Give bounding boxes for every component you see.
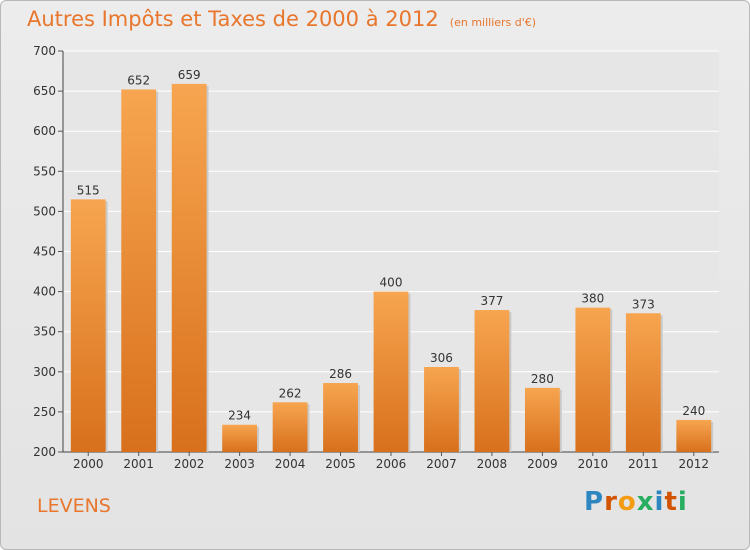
y-tick-label: 550 <box>33 164 56 178</box>
labels: 200 250 300 350 400 450 500 550 600 650 700 515 2000… <box>33 44 709 471</box>
bar-2000 <box>70 199 106 452</box>
y-tick-label: 650 <box>33 84 56 98</box>
logo-letter: o <box>617 487 637 517</box>
bar-2012 <box>676 419 712 452</box>
x-tick-label: 2012 <box>678 457 709 471</box>
bar-2001 <box>121 89 157 452</box>
x-tick-label: 2009 <box>527 457 558 471</box>
x-tick-label: 2004 <box>275 457 306 471</box>
commune-name: LEVENS <box>37 495 111 517</box>
bar-2005 <box>323 383 358 452</box>
y-tick-label: 700 <box>33 44 56 58</box>
y-tick-label: 400 <box>33 285 56 299</box>
subtitle-text: (en milliers d'€) <box>449 16 537 29</box>
data-label: 280 <box>531 372 554 386</box>
y-tick-label: 450 <box>33 245 56 259</box>
data-label: 286 <box>329 367 352 381</box>
x-tick-label: 2007 <box>426 457 457 471</box>
bar-2002 <box>171 83 207 452</box>
x-tick-label: 2002 <box>174 457 205 471</box>
logo-letter: i <box>677 487 688 517</box>
x-tick-label: 2006 <box>376 457 407 471</box>
bars <box>70 83 714 452</box>
data-label: 262 <box>279 386 302 400</box>
bar-2008 <box>474 310 510 452</box>
y-tick-label: 500 <box>33 204 56 218</box>
logo-letter: P <box>584 487 605 517</box>
y-tick-label: 300 <box>33 365 56 379</box>
data-label: 515 <box>77 183 100 197</box>
data-label: 240 <box>682 404 705 418</box>
bar-2009 <box>524 387 560 452</box>
data-label: 652 <box>127 73 150 87</box>
logo-letter: x <box>636 487 655 517</box>
x-tick-label: 2000 <box>73 457 104 471</box>
title-text: Autres Impôts et Taxes de 2000 à 2012 <box>27 7 439 31</box>
chart-title: Autres Impôts et Taxes de 2000 à 2012 (e… <box>27 7 536 31</box>
logo-letter: r <box>604 487 618 517</box>
bar-2004 <box>272 402 308 452</box>
y-tick-label: 350 <box>33 325 56 339</box>
data-label: 373 <box>632 297 655 311</box>
data-label: 659 <box>178 68 201 82</box>
proxiti-logo: Proxiti <box>584 487 688 517</box>
y-tick-label: 600 <box>33 124 56 138</box>
logo-letter: i <box>654 487 665 517</box>
logo-letter: t <box>664 487 678 517</box>
data-label: 234 <box>228 409 251 423</box>
x-tick-label: 2010 <box>578 457 609 471</box>
data-label: 306 <box>430 351 453 365</box>
bar-2006 <box>373 291 409 452</box>
data-label: 380 <box>581 292 604 306</box>
x-tick-label: 2011 <box>628 457 659 471</box>
x-tick-label: 2003 <box>224 457 255 471</box>
data-label: 400 <box>380 276 403 290</box>
y-tick-label: 250 <box>33 405 56 419</box>
bar-2011 <box>625 313 661 452</box>
bar-2003 <box>222 424 258 452</box>
x-tick-label: 2001 <box>123 457 154 471</box>
x-tick-label: 2008 <box>477 457 508 471</box>
y-tick-label: 200 <box>33 445 56 459</box>
bar-2010 <box>575 307 611 452</box>
bar-2007 <box>424 366 459 452</box>
data-label: 377 <box>480 294 503 308</box>
x-tick-label: 2005 <box>325 457 356 471</box>
